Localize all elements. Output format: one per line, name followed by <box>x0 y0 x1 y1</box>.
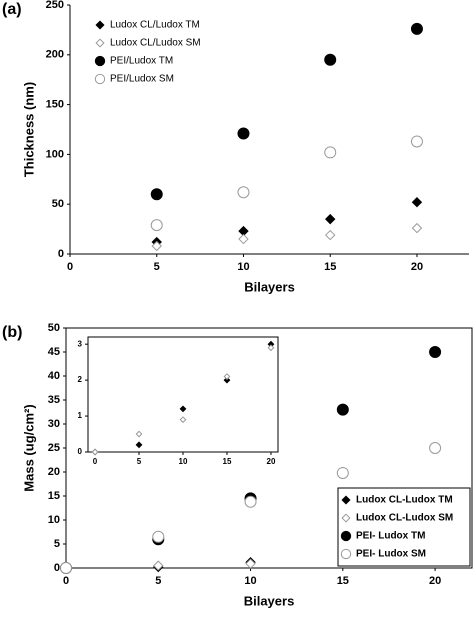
point <box>179 405 187 413</box>
legend-marker <box>94 73 106 85</box>
point <box>135 441 143 449</box>
point <box>429 346 442 358</box>
y-tick-label: 40 <box>48 370 60 382</box>
x-tick-label: 5 <box>155 575 161 587</box>
y-tick-label: 150 <box>46 99 64 111</box>
legend-label: Ludox CL-Ludox TM <box>356 495 453 506</box>
y-tick-label: 200 <box>46 49 64 61</box>
y-axis-title: Thickness (nm) <box>21 82 36 177</box>
x-tick-label: 0 <box>63 575 69 587</box>
x-tick-label: 5 <box>154 261 160 273</box>
x-axis-title: Bilayers <box>244 593 295 608</box>
y-tick-label: 100 <box>46 148 64 160</box>
plot-frame <box>87 336 279 453</box>
point <box>336 466 349 479</box>
point <box>223 376 231 384</box>
point <box>429 442 442 454</box>
point <box>325 229 336 241</box>
point <box>245 558 256 569</box>
point <box>179 416 187 424</box>
legend-label: PEI/Ludox TM <box>110 56 173 67</box>
y-tick-label: 250 <box>46 0 64 11</box>
x-tick-label: 5 <box>137 457 142 466</box>
x-axis-title: Bilayers <box>244 279 295 294</box>
x-tick-label: 0 <box>67 261 73 273</box>
point <box>411 222 423 234</box>
y-tick-label: 0 <box>58 248 64 260</box>
panel-label: (b) <box>2 324 22 341</box>
y-tick-label: 1 <box>78 411 83 420</box>
point <box>91 448 99 456</box>
point <box>153 560 164 571</box>
legend-label: PEI- Ludox SM <box>356 549 426 560</box>
y-tick-label: 20 <box>48 466 60 478</box>
legend-marker <box>341 513 351 523</box>
legend-label: Ludox CL/Ludox SM <box>110 38 201 49</box>
point <box>244 495 257 508</box>
x-tick-label: 15 <box>324 261 336 273</box>
legend-label: PEI- Ludox TM <box>356 531 425 542</box>
legend-marker <box>340 548 352 560</box>
y-tick-label: 35 <box>48 394 60 406</box>
point <box>150 219 163 232</box>
point <box>223 373 231 380</box>
y-tick-label: 0 <box>54 562 60 574</box>
panel-label: (a) <box>2 1 22 18</box>
x-tick-label: 10 <box>179 457 188 466</box>
point <box>410 22 423 35</box>
legend-label: Ludox CL-Ludox SM <box>356 513 453 524</box>
x-tick-label: 0 <box>93 457 98 466</box>
point <box>151 240 162 252</box>
legend-label: PEI/Ludox SM <box>110 74 174 85</box>
point <box>237 127 250 140</box>
x-tick-label: 20 <box>267 457 276 466</box>
x-tick-label: 10 <box>244 575 256 587</box>
point <box>60 562 72 574</box>
y-tick-label: 50 <box>48 322 60 334</box>
y-tick-label: 3 <box>78 339 83 348</box>
point <box>411 197 423 208</box>
point <box>150 188 163 201</box>
y-tick-label: 15 <box>48 490 60 502</box>
legend-marker <box>95 38 105 48</box>
y-tick-label: 50 <box>52 198 64 210</box>
x-tick-label: 15 <box>223 457 232 466</box>
legend-marker <box>341 495 351 505</box>
x-tick-label: 20 <box>411 261 423 273</box>
legend-label: Ludox CL/Ludox TM <box>110 20 200 31</box>
y-tick-label: 10 <box>48 514 60 526</box>
point <box>336 403 349 416</box>
point <box>238 233 249 245</box>
y-tick-label: 0 <box>78 447 83 456</box>
legend-box <box>337 487 471 567</box>
y-tick-label: 30 <box>48 418 60 430</box>
point <box>237 186 250 199</box>
y-tick-label: 25 <box>48 442 60 454</box>
point <box>324 146 337 159</box>
point <box>324 53 337 66</box>
y-axis-title: Mass (ug/cm²) <box>21 404 36 491</box>
legend-marker <box>95 20 105 30</box>
point <box>267 344 275 352</box>
y-tick-label: 2 <box>78 375 83 384</box>
legend-marker <box>94 55 106 67</box>
x-tick-label: 10 <box>237 261 249 273</box>
point <box>135 430 143 438</box>
x-tick-label: 15 <box>337 575 349 587</box>
x-tick-label: 20 <box>429 575 441 587</box>
legend-marker <box>340 530 352 542</box>
point <box>325 213 336 225</box>
point <box>410 135 423 148</box>
y-tick-label: 45 <box>48 346 60 358</box>
point <box>152 530 165 543</box>
y-tick-label: 5 <box>54 538 60 550</box>
